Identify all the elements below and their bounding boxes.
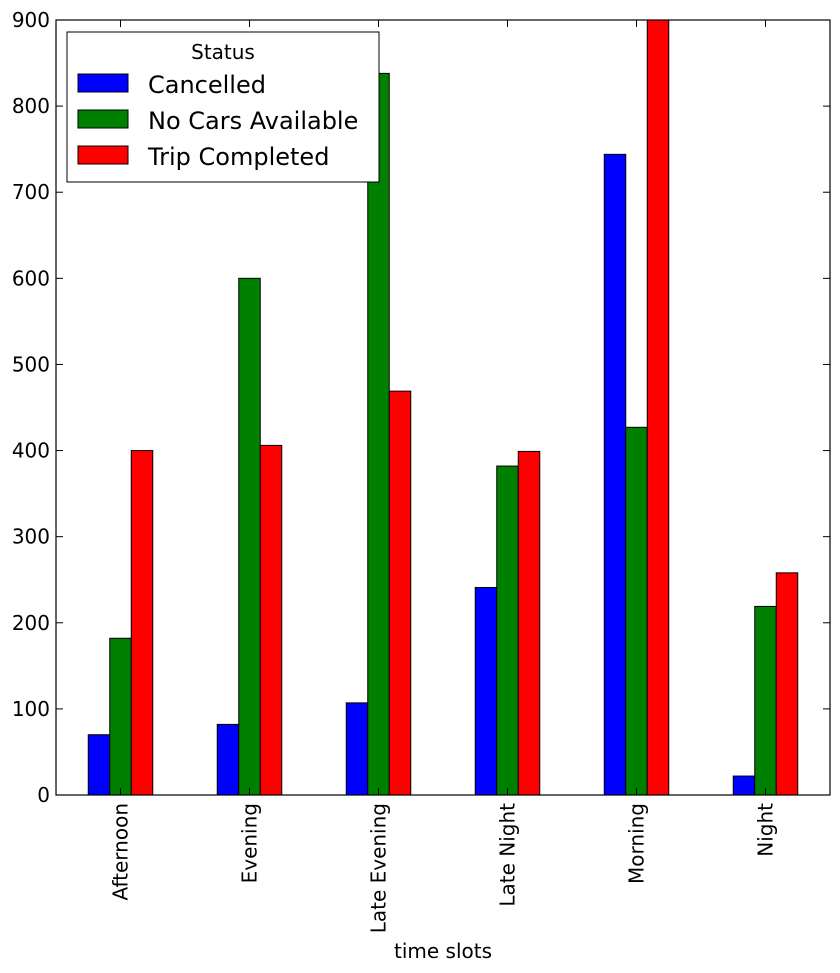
y-tick-label: 100 — [12, 697, 50, 721]
x-tick-label: Night — [754, 803, 778, 857]
y-axis: 0 100 200 300 400 500 600 700 800 900 — [12, 8, 830, 807]
bar-cancelled-afternoon — [87, 734, 111, 796]
bar-trip-completed-morning — [646, 19, 670, 796]
bar-cancelled-late-night — [474, 586, 498, 796]
legend-swatch — [77, 109, 129, 129]
legend-swatch — [77, 73, 129, 93]
x-tick-label: Evening — [238, 803, 262, 883]
y-tick-label: 300 — [12, 525, 50, 549]
bar-cancelled-late-evening — [345, 702, 369, 796]
legend-label: No Cars Available — [148, 107, 358, 135]
bar-cancelled-evening — [216, 723, 240, 796]
legend-entries: Cancelled No Cars Available Trip Completed — [77, 71, 358, 171]
y-tick-label: 400 — [12, 439, 50, 463]
x-axis: Afternoon Evening Late Evening Late Night Mo… — [109, 20, 778, 933]
y-tick-label: 700 — [12, 180, 50, 204]
bar-no-cars-available-afternoon — [109, 637, 132, 796]
bar-cancelled-night — [732, 775, 756, 796]
y-tick-label: 0 — [37, 783, 50, 807]
bar-no-cars-available-evening — [238, 277, 261, 796]
y-tick-label: 200 — [12, 611, 50, 635]
bar-trip-completed-evening — [259, 444, 283, 796]
y-tick-label: 900 — [12, 8, 50, 32]
x-tick-label: Late Evening — [367, 803, 391, 933]
legend-title: Status — [191, 40, 255, 64]
bar-cancelled-morning — [603, 153, 627, 796]
legend: Status Cancelled No Cars Available Trip Co… — [66, 31, 380, 183]
y-tick-label: 800 — [12, 94, 50, 118]
plot-area-frame — [55, 19, 831, 796]
bar-no-cars-available-late-night — [496, 465, 519, 796]
x-tick-label: Morning — [625, 803, 649, 884]
legend-swatch — [77, 145, 129, 165]
x-axis-label: time slots — [394, 939, 492, 963]
legend-label: Trip Completed — [147, 143, 329, 171]
bar-trip-completed-late-evening — [388, 390, 412, 796]
bar-trip-completed-afternoon — [130, 450, 154, 796]
bars-layer — [87, 19, 799, 796]
bar-no-cars-available-night — [754, 605, 777, 796]
x-tick-label: Late Night — [496, 803, 520, 907]
legend-label: Cancelled — [148, 71, 266, 99]
y-tick-label: 600 — [12, 266, 50, 290]
bar-trip-completed-late-night — [517, 450, 541, 796]
y-tick-label: 500 — [12, 352, 50, 376]
bar-trip-completed-night — [775, 572, 799, 796]
x-tick-label: Afternoon — [109, 803, 133, 901]
bar-no-cars-available-morning — [625, 426, 648, 796]
